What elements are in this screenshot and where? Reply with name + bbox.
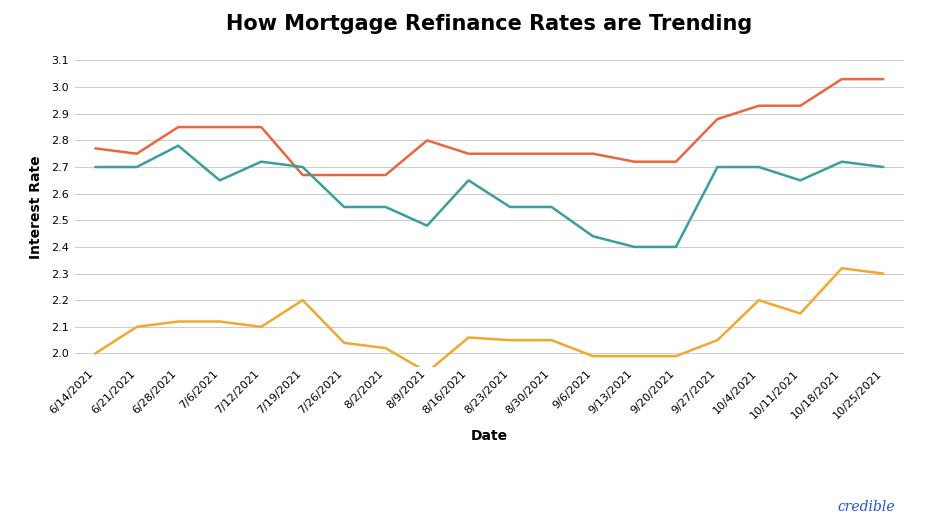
15-year-fixed bbox=[629, 353, 640, 359]
15-year-fixed bbox=[338, 340, 350, 346]
20-year-fixed bbox=[546, 204, 557, 210]
20-year-fixed bbox=[712, 164, 723, 170]
20-year-fixed bbox=[795, 177, 806, 183]
20-year-fixed bbox=[836, 159, 847, 165]
30-year fixed bbox=[255, 124, 267, 130]
15-year-fixed bbox=[172, 319, 184, 325]
15-year-fixed bbox=[89, 351, 101, 357]
15-year-fixed bbox=[297, 297, 308, 303]
30-year fixed bbox=[795, 103, 806, 109]
30-year fixed bbox=[587, 150, 598, 157]
20-year-fixed bbox=[504, 204, 515, 210]
15-year-fixed bbox=[795, 310, 806, 316]
20-year-fixed bbox=[255, 159, 267, 165]
Line: 30-year fixed: 30-year fixed bbox=[95, 79, 884, 175]
30-year fixed bbox=[380, 172, 391, 178]
20-year-fixed bbox=[297, 164, 308, 170]
15-year-fixed bbox=[878, 270, 889, 277]
20-year-fixed bbox=[629, 244, 640, 250]
15-year-fixed bbox=[836, 265, 847, 271]
20-year-fixed bbox=[421, 223, 432, 229]
Line: 15-year-fixed: 15-year-fixed bbox=[95, 268, 884, 372]
15-year-fixed bbox=[463, 334, 474, 341]
30-year fixed bbox=[753, 103, 764, 109]
15-year-fixed bbox=[546, 337, 557, 343]
15-year-fixed bbox=[504, 337, 515, 343]
15-year-fixed bbox=[753, 297, 764, 303]
30-year fixed bbox=[421, 137, 432, 144]
30-year fixed bbox=[712, 116, 723, 122]
30-year fixed bbox=[89, 145, 101, 151]
15-year-fixed bbox=[587, 353, 598, 359]
20-year-fixed bbox=[338, 204, 350, 210]
15-year-fixed bbox=[214, 319, 226, 325]
20-year-fixed bbox=[214, 177, 226, 183]
15-year-fixed bbox=[255, 324, 267, 330]
15-year-fixed bbox=[712, 337, 723, 343]
20-year-fixed bbox=[587, 233, 598, 239]
Text: credible: credible bbox=[837, 499, 895, 514]
30-year fixed bbox=[297, 172, 308, 178]
20-year-fixed bbox=[670, 244, 681, 250]
30-year fixed bbox=[670, 159, 681, 165]
30-year fixed bbox=[878, 76, 889, 82]
30-year fixed bbox=[546, 150, 557, 157]
15-year-fixed bbox=[421, 369, 432, 375]
20-year-fixed bbox=[131, 164, 143, 170]
30-year fixed bbox=[836, 76, 847, 82]
30-year fixed bbox=[214, 124, 226, 130]
20-year-fixed bbox=[172, 143, 184, 149]
20-year-fixed bbox=[753, 164, 764, 170]
Title: How Mortgage Refinance Rates are Trending: How Mortgage Refinance Rates are Trendin… bbox=[226, 15, 752, 35]
20-year-fixed bbox=[380, 204, 391, 210]
15-year-fixed bbox=[380, 345, 391, 351]
Line: 20-year-fixed: 20-year-fixed bbox=[95, 146, 884, 247]
15-year-fixed bbox=[670, 353, 681, 359]
30-year fixed bbox=[172, 124, 184, 130]
Y-axis label: Interest Rate: Interest Rate bbox=[29, 155, 43, 259]
30-year fixed bbox=[338, 172, 350, 178]
20-year-fixed bbox=[89, 164, 101, 170]
30-year fixed bbox=[629, 159, 640, 165]
20-year-fixed bbox=[878, 164, 889, 170]
15-year-fixed bbox=[131, 324, 143, 330]
X-axis label: Date: Date bbox=[471, 429, 508, 443]
30-year fixed bbox=[131, 150, 143, 157]
30-year fixed bbox=[504, 150, 515, 157]
20-year-fixed bbox=[463, 177, 474, 183]
30-year fixed bbox=[463, 150, 474, 157]
